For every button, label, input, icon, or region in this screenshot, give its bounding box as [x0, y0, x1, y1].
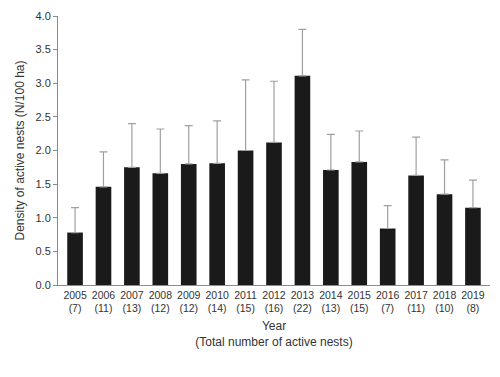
svg-text:3.0: 3.0 [36, 77, 51, 89]
svg-text:2011(15): 2011(15) [234, 289, 257, 315]
svg-text:0.0: 0.0 [36, 279, 51, 291]
svg-text:1.5: 1.5 [36, 178, 51, 190]
svg-text:2.0: 2.0 [36, 144, 51, 156]
svg-text:2007(13): 2007(13) [120, 289, 144, 315]
svg-text:0.5: 0.5 [36, 245, 51, 257]
svg-text:2012(16): 2012(16) [262, 289, 286, 315]
svg-text:2016(7): 2016(7) [376, 289, 400, 315]
svg-text:2006(11): 2006(11) [92, 289, 116, 315]
svg-text:2.5: 2.5 [36, 111, 51, 123]
svg-text:2009(12): 2009(12) [177, 289, 201, 315]
svg-text:2013(22): 2013(22) [291, 289, 315, 315]
svg-text:2017(11): 2017(11) [404, 289, 428, 315]
svg-text:2015(15): 2015(15) [348, 289, 372, 315]
svg-text:2010(14): 2010(14) [205, 289, 229, 315]
svg-text:2019(8): 2019(8) [461, 289, 485, 315]
svg-text:Year(Total number of active ne: Year(Total number of active nests) [195, 319, 352, 349]
svg-text:2018(10): 2018(10) [433, 289, 457, 315]
svg-text:2005(7): 2005(7) [63, 289, 87, 315]
svg-text:2008(12): 2008(12) [149, 289, 173, 315]
svg-text:3.5: 3.5 [36, 43, 51, 55]
svg-text:1.0: 1.0 [36, 212, 51, 224]
svg-text:4.0: 4.0 [36, 10, 51, 22]
svg-text:Density of active nests (N/100: Density of active nests (N/100 ha) [13, 60, 27, 240]
svg-text:2014(13): 2014(13) [319, 289, 343, 315]
